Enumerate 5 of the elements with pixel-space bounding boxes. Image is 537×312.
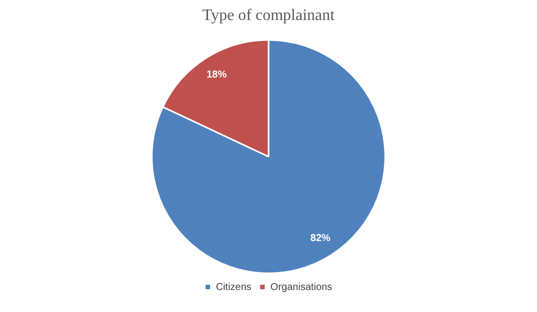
legend-label: Organisations	[270, 282, 332, 293]
data-label: 18%	[206, 70, 227, 81]
data-label: 82%	[310, 233, 330, 244]
legend-label: Citizens	[216, 282, 252, 293]
chart-title: Type of complainant	[202, 6, 336, 24]
